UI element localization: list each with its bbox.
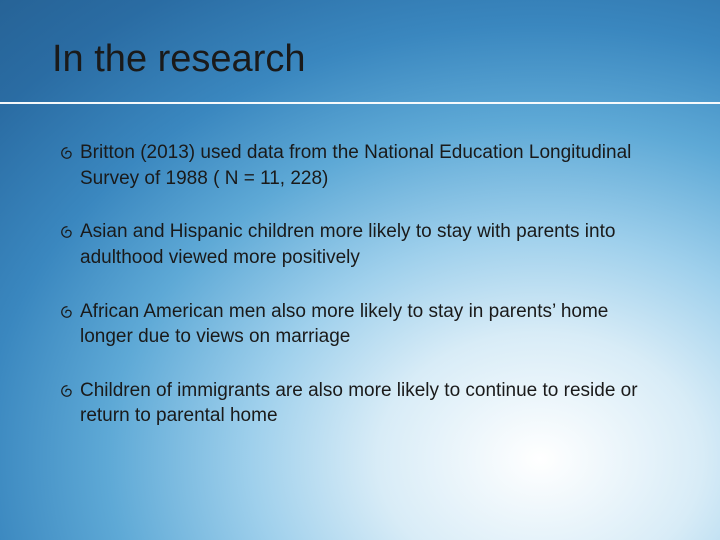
bullet-text: Asian and Hispanic children more likely … [80,219,660,270]
swirl-bullet-icon [60,301,78,323]
title-divider [0,102,720,104]
swirl-bullet-icon [60,380,78,402]
bullet-text: Britton (2013) used data from the Nation… [80,140,660,191]
slide-title: In the research [52,38,305,81]
slide-content: Britton (2013) used data from the Nation… [60,140,660,457]
bullet-text: African American men also more likely to… [80,299,660,350]
swirl-bullet-icon [60,142,78,164]
swirl-bullet-icon [60,221,78,243]
list-item: African American men also more likely to… [60,299,660,350]
list-item: Britton (2013) used data from the Nation… [60,140,660,191]
list-item: Asian and Hispanic children more likely … [60,219,660,270]
slide: In the research Britton (2013) used data… [0,0,720,540]
bullet-text: Children of immigrants are also more lik… [80,378,660,429]
list-item: Children of immigrants are also more lik… [60,378,660,429]
